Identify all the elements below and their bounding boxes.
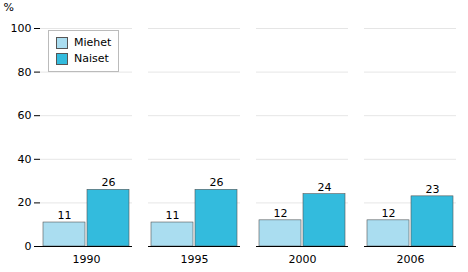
svg-text:12: 12 — [274, 207, 288, 220]
svg-text:0: 0 — [25, 240, 32, 253]
svg-text:1990: 1990 — [73, 253, 101, 266]
html-text:Naiset: Naiset — [74, 52, 109, 65]
svg-text:24: 24 — [318, 181, 332, 194]
svg-text:26: 26 — [210, 176, 224, 189]
svg-text:11: 11 — [58, 209, 72, 222]
svg-text:26: 26 — [102, 176, 116, 189]
html-text:Miehet: Miehet — [74, 36, 112, 49]
svg-text:2000: 2000 — [289, 253, 317, 266]
svg-text:11: 11 — [166, 209, 180, 222]
svg-text:20: 20 — [18, 196, 32, 209]
svg-text:1995: 1995 — [181, 253, 209, 266]
svg-text:%: % — [4, 1, 14, 14]
svg-text:80: 80 — [18, 66, 32, 79]
svg-text:40: 40 — [18, 153, 32, 166]
svg-text:23: 23 — [426, 183, 440, 196]
svg-text:60: 60 — [18, 109, 32, 122]
svg-text:100: 100 — [11, 22, 32, 35]
svg-text:12: 12 — [382, 207, 396, 220]
svg-text:2006: 2006 — [397, 253, 425, 266]
